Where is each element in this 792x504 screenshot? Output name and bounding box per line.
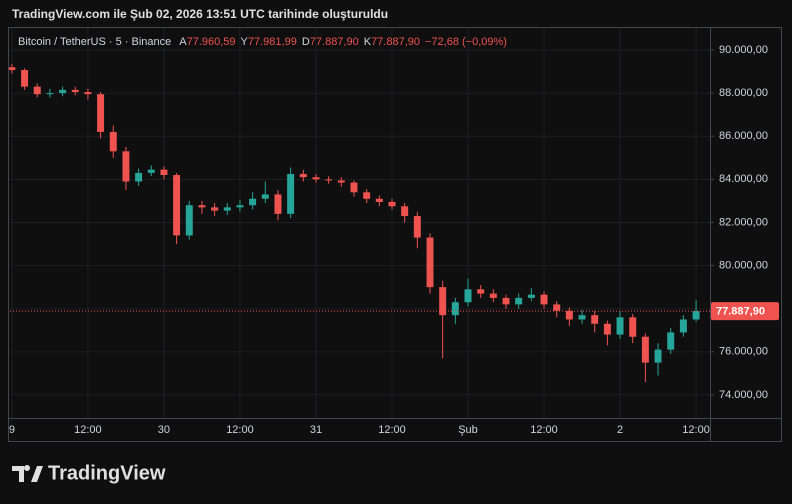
x-tick-label: 12:00: [74, 424, 102, 436]
candle-body: [312, 177, 320, 180]
y-tick-label: 86.000,00: [719, 130, 768, 142]
x-tick-label: Şub: [458, 424, 478, 436]
ohlc-value: 77.887,90: [371, 36, 420, 48]
candle-body: [502, 297, 510, 305]
candle-body: [135, 172, 143, 182]
ohlc-key: A: [179, 36, 187, 48]
candle-body: [261, 194, 269, 199]
symbol-title: Bitcoin / TetherUS · 5 · Binance: [18, 36, 171, 48]
candle-body: [325, 179, 333, 181]
ohlc-value: 77.887,90: [310, 36, 359, 48]
candle-body: [616, 317, 624, 335]
candle-body: [679, 319, 687, 333]
candle-body: [236, 205, 244, 208]
candle-body: [439, 287, 447, 316]
candle-body: [185, 205, 193, 236]
candle-body: [97, 94, 105, 132]
y-tick-label: 90.000,00: [719, 44, 768, 56]
candle-body: [464, 289, 472, 303]
candle-body: [540, 294, 548, 305]
candle-body: [692, 311, 700, 320]
candles: [9, 64, 700, 382]
caption: TradingView.com ile Şub 02, 2026 13:51 U…: [12, 7, 388, 21]
y-tick-label: 82.000,00: [719, 216, 768, 228]
ohlc-key: Y: [241, 36, 249, 48]
candle-body: [46, 93, 54, 95]
candle-body: [122, 151, 130, 182]
x-tick-label: 12:00: [378, 424, 406, 436]
candle-body: [350, 182, 358, 193]
candle-body: [21, 70, 29, 87]
candle-body: [591, 315, 599, 324]
candle-body: [515, 297, 523, 305]
candle-body: [388, 201, 396, 207]
x-tick-label: 12:00: [530, 424, 558, 436]
candle-body: [578, 315, 586, 320]
candle-body: [641, 336, 649, 363]
candle-body: [299, 173, 307, 178]
x-tick-label: 31: [310, 424, 322, 436]
candle-body: [223, 207, 231, 211]
y-tick-label: 74.000,00: [719, 389, 768, 401]
y-tick-label: 84.000,00: [719, 173, 768, 185]
candle-body: [426, 237, 434, 288]
last-price-box: [711, 302, 779, 321]
candle-body: [173, 175, 181, 236]
logo-text: TradingView: [48, 462, 166, 484]
candle-body: [71, 89, 79, 93]
x-tick-label: 30: [158, 424, 170, 436]
ohlc-value: 77.960,59: [187, 36, 236, 48]
legend-header: Bitcoin / TetherUS · 5 · Binance A77.960,…: [18, 36, 507, 48]
candle-body: [477, 289, 485, 294]
candle-body: [603, 323, 611, 335]
candle-body: [287, 173, 295, 214]
candle-body: [211, 207, 219, 211]
chart-frame: [8, 27, 782, 442]
candle-body: [109, 131, 117, 152]
candle-body: [274, 194, 282, 214]
candle-body: [363, 192, 371, 199]
candle-body: [59, 89, 67, 94]
candle-body: [629, 317, 637, 337]
candle-body: [198, 205, 206, 208]
logo: TradingView: [12, 462, 166, 484]
x-tick-label: 12:00: [226, 424, 254, 436]
ohlc-value: 77.981,99: [248, 36, 297, 48]
candle-body: [667, 332, 675, 350]
candle-body: [527, 294, 535, 298]
x-tick-label: 9: [9, 424, 15, 436]
candle-body: [337, 180, 345, 183]
candle-body: [147, 169, 155, 173]
candle-body: [375, 198, 383, 202]
candle-body: [553, 304, 561, 311]
logo-icon: [12, 464, 43, 482]
x-tick-label: 12:00: [682, 424, 710, 436]
candle-body: [401, 206, 409, 216]
ohlc-key: K: [364, 36, 372, 48]
ohlc-key: D: [302, 36, 310, 48]
candle-body: [654, 349, 662, 363]
x-tick-label: 2: [617, 424, 623, 436]
candle-body: [451, 302, 459, 316]
candle-body: [413, 215, 421, 238]
candle-body: [249, 198, 257, 206]
axes: 74.000,0076.000,0078.000,0080.000,0082.0…: [9, 44, 779, 436]
y-tick-label: 76.000,00: [719, 346, 768, 358]
candle-body: [489, 293, 497, 298]
candle-body: [9, 67, 16, 71]
change: −72,68 (−0,09%): [425, 36, 507, 48]
candle-body: [160, 169, 168, 176]
candle-body: [33, 86, 41, 95]
y-tick-label: 80.000,00: [719, 259, 768, 271]
y-tick-label: 88.000,00: [719, 87, 768, 99]
candle-body: [565, 310, 573, 320]
last-price-label: 77.887,90: [716, 306, 765, 318]
candle-body: [84, 92, 92, 95]
